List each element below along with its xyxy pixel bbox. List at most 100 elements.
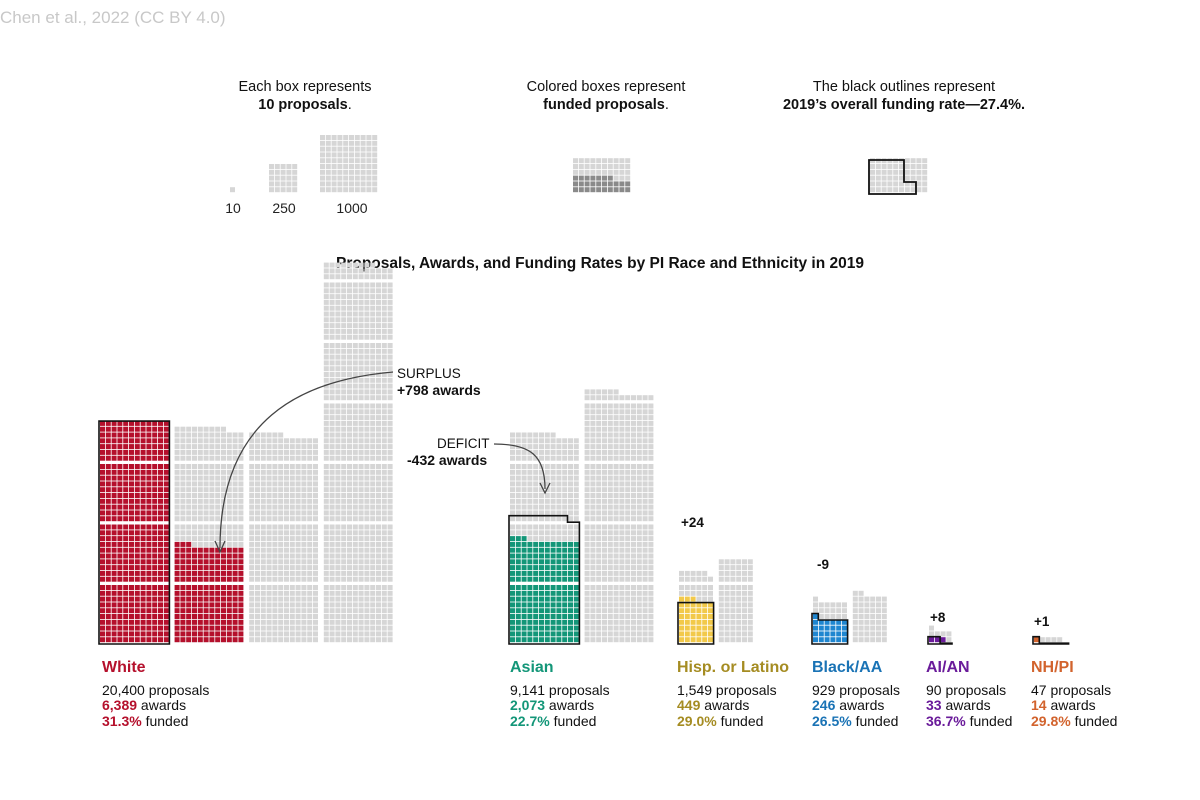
proposal-box [329, 547, 335, 553]
proposal-box [568, 510, 573, 516]
proposal-box [197, 541, 203, 547]
proposal-box [607, 524, 613, 530]
proposal-box [329, 625, 335, 631]
proposal-box [295, 524, 301, 530]
legend-box-1000 [320, 164, 325, 169]
proposal-box [313, 602, 318, 608]
funded-box [152, 553, 158, 559]
funded-box [158, 565, 163, 571]
proposal-box [376, 608, 381, 614]
funded-box [163, 602, 169, 608]
proposal-box [619, 444, 625, 450]
proposal-box [347, 541, 352, 547]
proposal-box [215, 438, 221, 444]
proposal-box [631, 420, 636, 426]
proposal-box [876, 631, 881, 637]
funded-box [510, 637, 515, 643]
legend-box-size-line: Each box represents [238, 79, 372, 95]
proposal-box [631, 541, 636, 547]
proposal-box [329, 360, 335, 366]
funded-box [140, 541, 146, 547]
funded-box [186, 541, 192, 547]
surplus-label: SURPLUS [397, 366, 461, 381]
legend-outline-box [904, 175, 910, 181]
proposal-box [381, 570, 387, 576]
funded-box [209, 602, 215, 608]
funded-box [818, 619, 824, 625]
proposal-box [352, 524, 358, 530]
proposal-box [642, 602, 648, 608]
funded-box [232, 590, 238, 596]
proposal-box [631, 444, 636, 450]
proposal-box [358, 602, 364, 608]
proposal-box [284, 444, 289, 450]
proposal-box [381, 530, 387, 536]
legend-box-1000 [349, 140, 354, 146]
proposal-box [323, 602, 329, 608]
proposal-box [221, 449, 226, 455]
proposal-box [329, 438, 335, 444]
proposal-box [347, 585, 352, 590]
proposal-box [648, 631, 654, 637]
proposal-box [192, 464, 197, 469]
funded-box [105, 541, 111, 547]
proposal-box [590, 541, 596, 547]
legend-colored-box [584, 169, 590, 175]
proposal-box [718, 576, 724, 582]
funded-box [111, 553, 117, 559]
funded-box [111, 570, 117, 576]
proposal-box [370, 576, 376, 582]
funded-box [186, 565, 192, 571]
proposal-box [329, 475, 335, 481]
proposal-box [313, 596, 318, 602]
proposal-box [521, 510, 527, 516]
proposal-box [197, 475, 203, 481]
proposal-box [186, 464, 192, 469]
funded-box [515, 553, 521, 559]
funded-box [203, 596, 209, 602]
proposal-box [238, 475, 244, 481]
proposal-box [364, 553, 370, 559]
proposal-box [590, 530, 596, 536]
proposal-box [203, 504, 209, 510]
proposal-box [527, 444, 533, 450]
funded-box [123, 590, 129, 596]
funded-box [123, 420, 129, 426]
funded-box [152, 625, 158, 631]
proposal-box [613, 481, 619, 487]
proposal-box [174, 487, 180, 493]
funded-box [510, 625, 515, 631]
funded-box [146, 596, 152, 602]
proposal-box [818, 608, 824, 614]
proposal-box [387, 590, 393, 596]
proposal-box [510, 524, 515, 530]
proposal-box [278, 438, 284, 444]
proposal-box [596, 541, 602, 547]
proposal-box [323, 541, 329, 547]
proposal-box [329, 343, 335, 348]
legend-colored-box [607, 169, 613, 175]
proposal-box [329, 481, 335, 487]
proposal-box [387, 510, 393, 516]
proposal-box [260, 631, 266, 637]
proposal-box [174, 504, 180, 510]
proposal-box [696, 590, 702, 596]
proposal-box [215, 444, 221, 450]
proposal-box [180, 449, 186, 455]
proposal-box [742, 585, 747, 590]
legend-colored-box [607, 164, 613, 169]
funded-box [129, 585, 134, 590]
proposal-box [295, 565, 301, 571]
proposal-box [636, 438, 642, 444]
funded-box [163, 449, 169, 455]
funded-box [186, 559, 192, 565]
proposal-box [289, 559, 295, 565]
funded-box [232, 565, 238, 571]
legend-box-250 [286, 175, 292, 181]
proposal-box [830, 614, 836, 619]
proposal-box [533, 481, 539, 487]
funded-box [123, 637, 129, 643]
proposal-box [352, 299, 358, 305]
funded-box [539, 559, 544, 565]
funded-box [111, 547, 117, 553]
